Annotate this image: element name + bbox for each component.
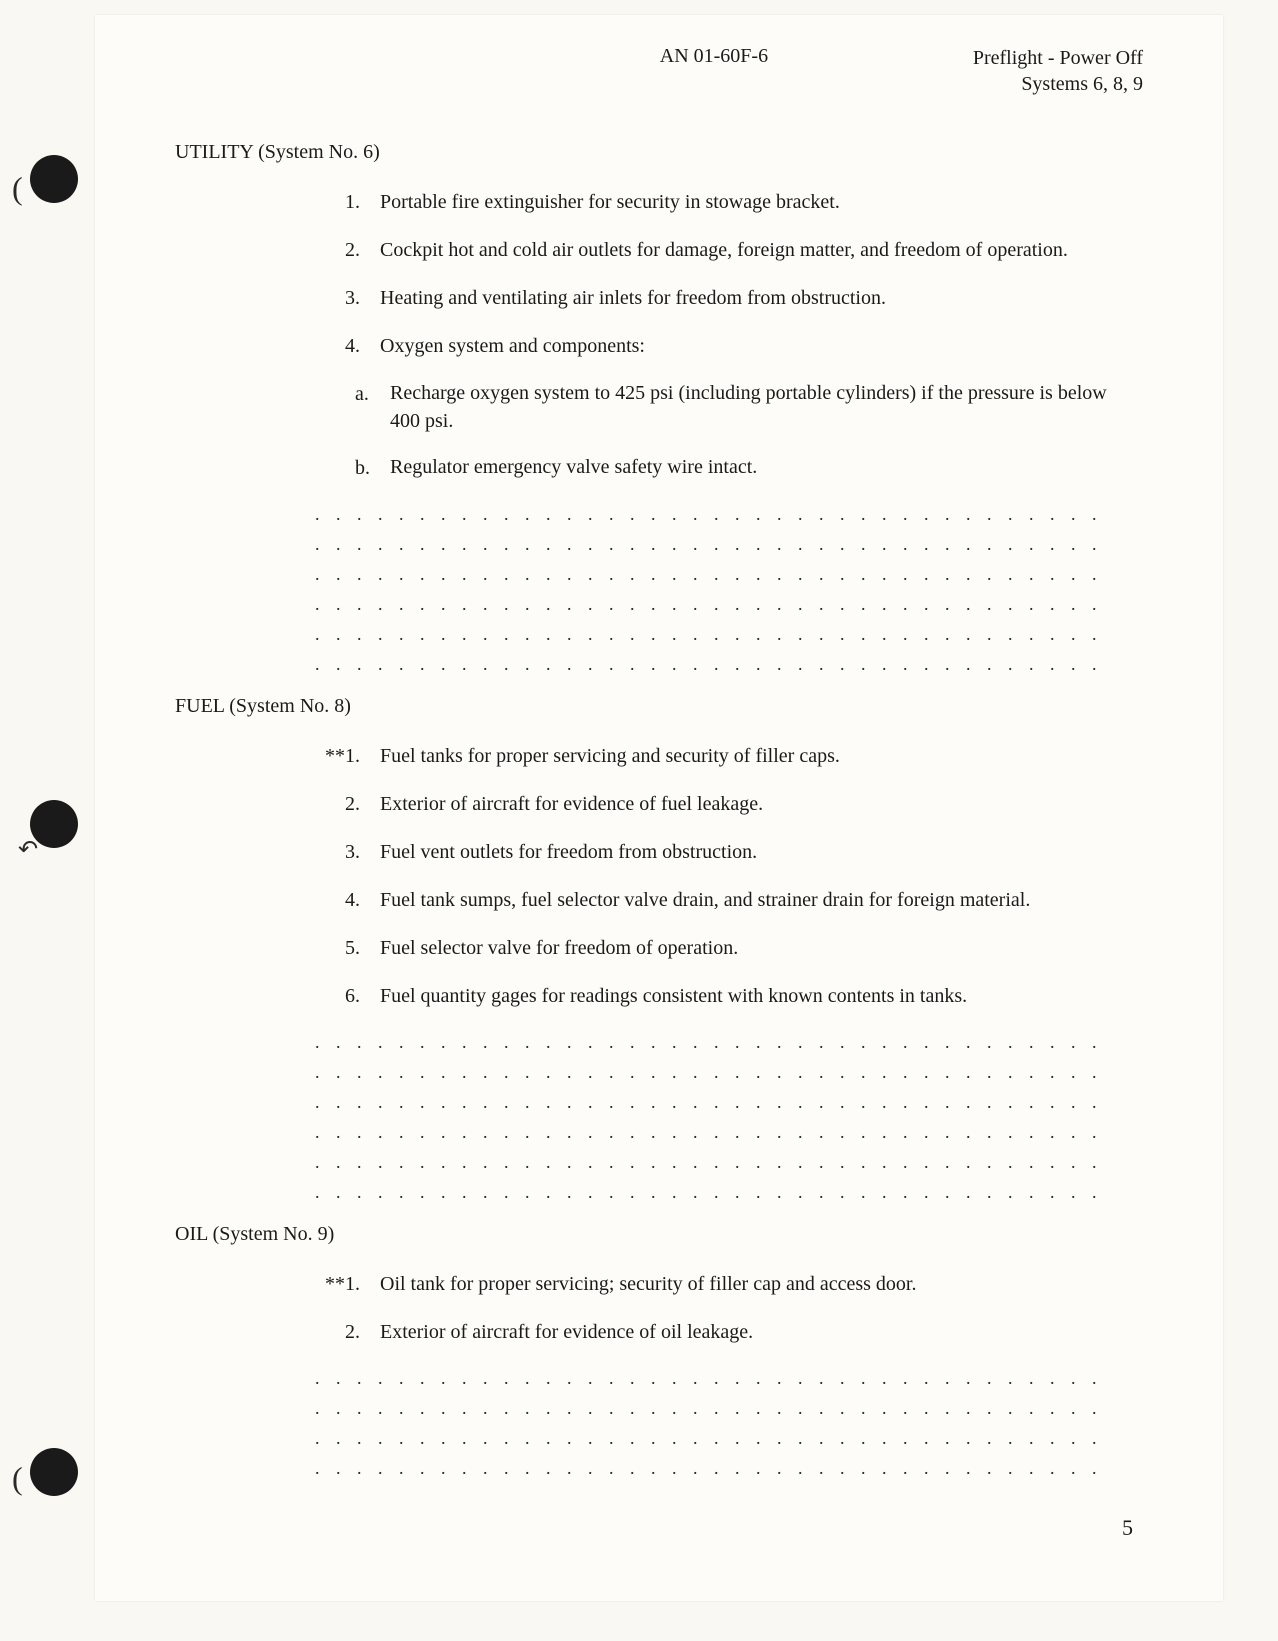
utility-subitems: a. Recharge oxygen system to 425 psi (in… <box>315 379 1133 483</box>
item-number: 2. <box>345 235 380 265</box>
dotted-lines-fuel: . . . . . . . . . . . . . . . . . . . . … <box>175 1029 1143 1209</box>
item-text: Exterior of aircraft for evidence of oil… <box>380 1317 1133 1347</box>
list-item: 1. Portable fire extinguisher for securi… <box>315 187 1133 217</box>
item-number: 4. <box>345 331 380 361</box>
utility-items: 1. Portable fire extinguisher for securi… <box>175 187 1143 483</box>
item-prefix: ** <box>315 1269 345 1299</box>
item-text: Heating and ventilating air inlets for f… <box>380 283 1133 313</box>
list-item: 5. Fuel selector valve for freedom of op… <box>315 933 1133 963</box>
item-text: Cockpit hot and cold air outlets for dam… <box>380 235 1133 265</box>
dotted-line: . . . . . . . . . . . . . . . . . . . . … <box>315 1179 1113 1209</box>
item-text: Oil tank for proper servicing; security … <box>380 1269 1133 1299</box>
header-right: Preflight - Power Off Systems 6, 8, 9 <box>973 45 1143 97</box>
item-number: 6. <box>345 981 380 1011</box>
section-title-oil: OIL (System No. 9) <box>175 1219 1143 1249</box>
item-text: Fuel selector valve for freedom of opera… <box>380 933 1133 963</box>
dotted-line: . . . . . . . . . . . . . . . . . . . . … <box>315 1119 1113 1149</box>
item-text: Portable fire extinguisher for security … <box>380 187 1133 217</box>
fuel-items: ** 1. Fuel tanks for proper servicing an… <box>175 741 1143 1011</box>
item-number: 5. <box>345 933 380 963</box>
item-prefix: ** <box>315 741 345 771</box>
page-number: 5 <box>1122 1515 1133 1541</box>
item-number: 3. <box>345 283 380 313</box>
dotted-line: . . . . . . . . . . . . . . . . . . . . … <box>315 651 1113 681</box>
dotted-line: . . . . . . . . . . . . . . . . . . . . … <box>315 1089 1113 1119</box>
list-item: 2. Exterior of aircraft for evidence of … <box>315 1317 1133 1347</box>
item-text: Exterior of aircraft for evidence of fue… <box>380 789 1133 819</box>
margin-mark: ( <box>12 170 23 207</box>
dotted-line: . . . . . . . . . . . . . . . . . . . . … <box>315 531 1113 561</box>
sub-list-item: a. Recharge oxygen system to 425 psi (in… <box>355 379 1133 435</box>
item-number: 1. <box>345 1269 380 1299</box>
punch-hole-icon <box>30 155 78 203</box>
item-number: 3. <box>345 837 380 867</box>
item-text: Fuel tank sumps, fuel selector valve dra… <box>380 885 1133 915</box>
dotted-line: . . . . . . . . . . . . . . . . . . . . … <box>315 1059 1113 1089</box>
doc-number: AN 01-60F-6 <box>175 45 973 97</box>
list-item: 2. Cockpit hot and cold air outlets for … <box>315 235 1133 265</box>
dotted-lines-utility: . . . . . . . . . . . . . . . . . . . . … <box>175 501 1143 681</box>
dotted-line: . . . . . . . . . . . . . . . . . . . . … <box>315 1149 1113 1179</box>
page-inner: AN 01-60F-6 Preflight - Power Off System… <box>95 15 1223 1601</box>
list-item: ** 1. Fuel tanks for proper servicing an… <box>315 741 1133 771</box>
page-header: AN 01-60F-6 Preflight - Power Off System… <box>95 15 1223 97</box>
list-item: ** 1. Oil tank for proper servicing; sec… <box>315 1269 1133 1299</box>
item-number: 2. <box>345 1317 380 1347</box>
sub-list-item: b. Regulator emergency valve safety wire… <box>355 453 1133 483</box>
item-number: 1. <box>345 187 380 217</box>
sub-item-text: Recharge oxygen system to 425 psi (inclu… <box>390 379 1133 435</box>
dotted-line: . . . . . . . . . . . . . . . . . . . . … <box>315 561 1113 591</box>
margin-mark: ( <box>12 1460 23 1497</box>
dotted-line: . . . . . . . . . . . . . . . . . . . . … <box>315 501 1113 531</box>
dotted-line: . . . . . . . . . . . . . . . . . . . . … <box>315 1455 1113 1485</box>
dotted-line: . . . . . . . . . . . . . . . . . . . . … <box>315 621 1113 651</box>
dotted-line: . . . . . . . . . . . . . . . . . . . . … <box>315 1395 1113 1425</box>
punch-hole-icon <box>30 1448 78 1496</box>
sub-item-letter: a. <box>355 379 390 409</box>
item-text: Fuel quantity gages for readings consist… <box>380 981 1133 1011</box>
margin-mark: ↶ <box>18 835 38 864</box>
page-container: ⌐ ( ↶ ( AN 01-60F-6 Preflight - Power Of… <box>0 0 1278 1641</box>
dotted-line: . . . . . . . . . . . . . . . . . . . . … <box>315 1425 1113 1455</box>
dotted-lines-oil: . . . . . . . . . . . . . . . . . . . . … <box>175 1365 1143 1485</box>
sub-item-letter: b. <box>355 453 390 483</box>
item-number: 4. <box>345 885 380 915</box>
header-line1: Preflight - Power Off <box>973 45 1143 71</box>
item-text: Fuel tanks for proper servicing and secu… <box>380 741 1133 771</box>
dotted-line: . . . . . . . . . . . . . . . . . . . . … <box>315 1365 1113 1395</box>
page-content: UTILITY (System No. 6) 1. Portable fire … <box>95 97 1223 1485</box>
dotted-line: . . . . . . . . . . . . . . . . . . . . … <box>315 591 1113 621</box>
item-number: 1. <box>345 741 380 771</box>
header-line2: Systems 6, 8, 9 <box>973 71 1143 97</box>
list-item: 3. Heating and ventilating air inlets fo… <box>315 283 1133 313</box>
list-item: 3. Fuel vent outlets for freedom from ob… <box>315 837 1133 867</box>
oil-items: ** 1. Oil tank for proper servicing; sec… <box>175 1269 1143 1347</box>
item-text: Oxygen system and components: <box>380 331 1133 361</box>
list-item: 4. Oxygen system and components: <box>315 331 1133 361</box>
sub-item-text: Regulator emergency valve safety wire in… <box>390 453 1133 481</box>
section-title-fuel: FUEL (System No. 8) <box>175 691 1143 721</box>
dotted-line: . . . . . . . . . . . . . . . . . . . . … <box>315 1029 1113 1059</box>
item-number: 2. <box>345 789 380 819</box>
list-item: 2. Exterior of aircraft for evidence of … <box>315 789 1133 819</box>
list-item: 6. Fuel quantity gages for readings cons… <box>315 981 1133 1011</box>
item-text: Fuel vent outlets for freedom from obstr… <box>380 837 1133 867</box>
section-title-utility: UTILITY (System No. 6) <box>175 137 1143 167</box>
list-item: 4. Fuel tank sumps, fuel selector valve … <box>315 885 1133 915</box>
